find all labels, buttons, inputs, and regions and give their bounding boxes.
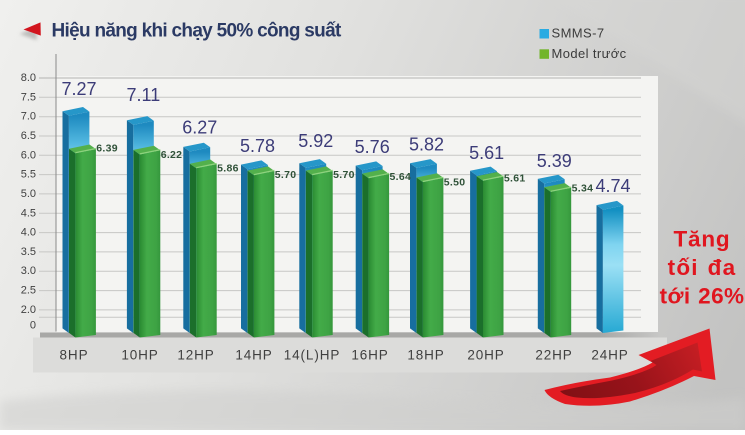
svg-text:Tăng: Tăng [674,227,731,252]
svg-text:2.0: 2.0 [21,304,36,316]
svg-text:0: 0 [30,320,36,332]
svg-text:3.5: 3.5 [21,246,36,258]
svg-text:4.5: 4.5 [21,207,36,219]
svg-text:2.5: 2.5 [21,285,36,297]
svg-text:5.82: 5.82 [409,135,444,155]
svg-text:10HP: 10HP [121,348,158,363]
svg-text:7.27: 7.27 [61,79,96,99]
svg-text:6.22: 6.22 [161,149,183,161]
svg-text:5.5: 5.5 [21,169,36,181]
svg-text:5.78: 5.78 [240,136,275,156]
svg-text:12HP: 12HP [177,348,214,363]
svg-text:5.64: 5.64 [390,171,412,183]
svg-text:6.27: 6.27 [182,117,217,137]
svg-text:Model trước: Model trước [552,46,627,61]
svg-text:7.11: 7.11 [127,85,161,105]
svg-text:7.0: 7.0 [21,111,36,123]
svg-text:8.0: 8.0 [21,72,36,84]
svg-text:5.61: 5.61 [504,172,526,184]
svg-text:Hiệu năng khi chạy 50% công su: Hiệu năng khi chạy 50% công suất [52,21,342,42]
svg-text:24HP: 24HP [591,348,628,363]
svg-text:3.0: 3.0 [21,265,36,277]
svg-text:4.0: 4.0 [21,227,36,239]
svg-text:5.70: 5.70 [275,169,297,181]
svg-text:5.0: 5.0 [21,188,36,200]
svg-text:8HP: 8HP [60,348,89,363]
svg-text:20HP: 20HP [467,348,504,363]
svg-text:6.0: 6.0 [21,149,36,161]
svg-text:5.86: 5.86 [217,163,239,175]
svg-text:tối đa: tối đa [668,255,737,280]
svg-text:6.39: 6.39 [96,142,118,154]
svg-text:5.34: 5.34 [572,183,594,195]
svg-text:14HP: 14HP [235,348,272,363]
svg-text:4.74: 4.74 [595,176,630,196]
svg-text:7.5: 7.5 [21,91,36,103]
svg-text:14(L)HP: 14(L)HP [284,348,341,363]
svg-text:18HP: 18HP [407,348,444,363]
svg-text:5.76: 5.76 [355,137,390,157]
svg-text:5.70: 5.70 [333,169,355,181]
svg-text:22HP: 22HP [535,348,572,363]
svg-text:5.61: 5.61 [469,143,504,163]
svg-text:16HP: 16HP [351,348,388,363]
svg-text:tới 26%: tới 26% [660,284,745,309]
svg-text:5.50: 5.50 [444,177,466,189]
svg-text:6.5: 6.5 [21,130,36,142]
svg-text:5.39: 5.39 [537,151,572,171]
svg-text:5.92: 5.92 [298,131,333,151]
svg-text:SMMS-7: SMMS-7 [552,26,605,41]
